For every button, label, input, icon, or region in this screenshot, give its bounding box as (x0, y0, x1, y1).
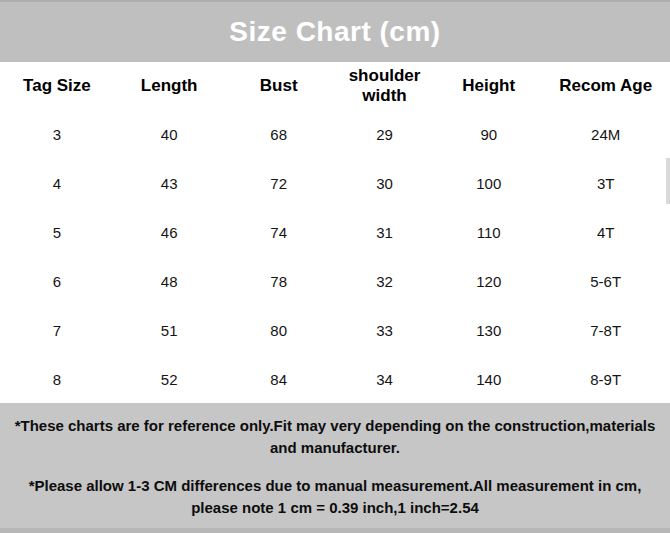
table-cell: 5 (0, 208, 114, 257)
table-cell: 72 (224, 159, 333, 208)
table-cell: 7-8T (541, 306, 670, 355)
column-header-recom-age: Recom Age (541, 62, 670, 110)
table-cell: 4 (0, 159, 114, 208)
footnote-measurement-disclaimer: *Please allow 1-3 CM differences due to … (13, 475, 657, 519)
bottom-edge-strip (0, 528, 670, 533)
table-cell: 29 (333, 110, 436, 159)
table-cell: 90 (436, 110, 541, 159)
column-header-shoulder-width: shoulder width (333, 62, 436, 110)
table-cell: 120 (436, 257, 541, 306)
table-cell: 51 (114, 306, 225, 355)
table-cell: 8-9T (541, 355, 670, 404)
column-header-height: Height (436, 62, 541, 110)
table-row: 5 46 74 31 110 4T (0, 208, 670, 257)
table-cell: 46 (114, 208, 225, 257)
table-cell: 140 (436, 355, 541, 404)
column-header-bust: Bust (224, 62, 333, 110)
title-band: Size Chart (cm) (0, 0, 670, 62)
vertical-scrollbar-thumb[interactable] (666, 158, 670, 204)
table-cell: 110 (436, 208, 541, 257)
column-header-length: Length (114, 62, 225, 110)
table-cell: 7 (0, 306, 114, 355)
size-chart-panel: Size Chart (cm) Tag Size Length Bust sho… (0, 0, 670, 533)
page-title: Size Chart (cm) (229, 16, 440, 48)
table-cell: 34 (333, 355, 436, 404)
table-cell: 4T (541, 208, 670, 257)
table-cell: 80 (224, 306, 333, 355)
table-cell: 33 (333, 306, 436, 355)
table-row: 6 48 78 32 120 5-6T (0, 257, 670, 306)
footnote-reference-disclaimer: *These charts are for reference only.Fit… (13, 415, 657, 459)
table-cell: 74 (224, 208, 333, 257)
column-header-tag-size: Tag Size (0, 62, 114, 110)
table-cell: 68 (224, 110, 333, 159)
table-cell: 78 (224, 257, 333, 306)
table-row: 3 40 68 29 90 24M (0, 110, 670, 159)
footnotes-band: *These charts are for reference only.Fit… (0, 403, 670, 533)
table-header-row: Tag Size Length Bust shoulder width Heig… (0, 62, 670, 110)
size-chart-table: Tag Size Length Bust shoulder width Heig… (0, 62, 670, 404)
table-cell: 32 (333, 257, 436, 306)
table-cell: 3 (0, 110, 114, 159)
table-cell: 6 (0, 257, 114, 306)
table-cell: 130 (436, 306, 541, 355)
table-cell: 52 (114, 355, 225, 404)
table-cell: 43 (114, 159, 225, 208)
table-cell: 5-6T (541, 257, 670, 306)
table-cell: 40 (114, 110, 225, 159)
table-cell: 24M (541, 110, 670, 159)
table-row: 8 52 84 34 140 8-9T (0, 355, 670, 404)
table-cell: 8 (0, 355, 114, 404)
table-cell: 3T (541, 159, 670, 208)
table-cell: 31 (333, 208, 436, 257)
table-cell: 30 (333, 159, 436, 208)
table-row: 4 43 72 30 100 3T (0, 159, 670, 208)
table-cell: 48 (114, 257, 225, 306)
table-row: 7 51 80 33 130 7-8T (0, 306, 670, 355)
table-cell: 100 (436, 159, 541, 208)
table-cell: 84 (224, 355, 333, 404)
